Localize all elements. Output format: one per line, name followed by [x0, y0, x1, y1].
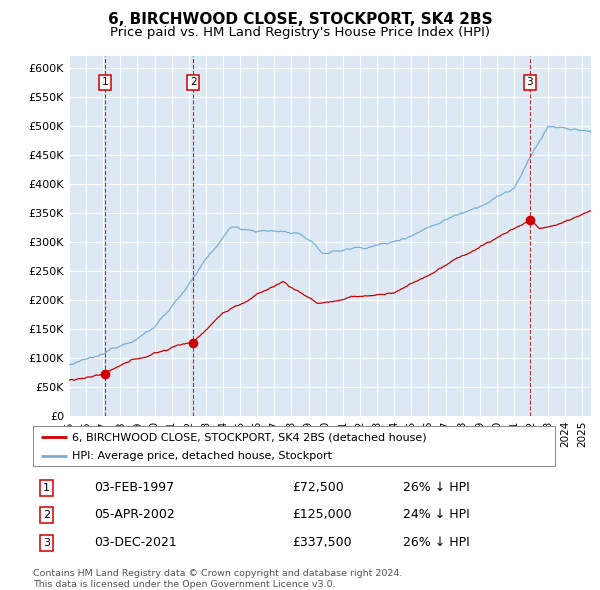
Text: 03-FEB-1997: 03-FEB-1997 [94, 481, 174, 494]
Text: Contains HM Land Registry data © Crown copyright and database right 2024.
This d: Contains HM Land Registry data © Crown c… [33, 569, 403, 589]
Text: Price paid vs. HM Land Registry's House Price Index (HPI): Price paid vs. HM Land Registry's House … [110, 26, 490, 39]
Text: 2: 2 [190, 77, 197, 87]
Text: 3: 3 [526, 77, 533, 87]
Text: 26% ↓ HPI: 26% ↓ HPI [403, 536, 470, 549]
Text: 05-APR-2002: 05-APR-2002 [94, 508, 175, 521]
Text: 2: 2 [43, 510, 50, 520]
Text: 6, BIRCHWOOD CLOSE, STOCKPORT, SK4 2BS (detached house): 6, BIRCHWOOD CLOSE, STOCKPORT, SK4 2BS (… [72, 432, 427, 442]
Text: £337,500: £337,500 [292, 536, 352, 549]
Text: 3: 3 [43, 537, 50, 548]
Text: 24% ↓ HPI: 24% ↓ HPI [403, 508, 470, 521]
Text: 1: 1 [101, 77, 108, 87]
Text: 1: 1 [43, 483, 50, 493]
Text: £72,500: £72,500 [292, 481, 344, 494]
Text: 6, BIRCHWOOD CLOSE, STOCKPORT, SK4 2BS: 6, BIRCHWOOD CLOSE, STOCKPORT, SK4 2BS [107, 12, 493, 27]
Text: £125,000: £125,000 [292, 508, 352, 521]
Text: 26% ↓ HPI: 26% ↓ HPI [403, 481, 470, 494]
Text: 03-DEC-2021: 03-DEC-2021 [94, 536, 176, 549]
Text: HPI: Average price, detached house, Stockport: HPI: Average price, detached house, Stoc… [72, 451, 332, 461]
